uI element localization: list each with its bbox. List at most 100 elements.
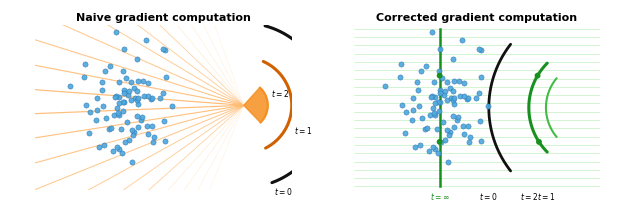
Point [447,114,458,117]
Point [114,95,124,98]
Point [126,80,136,84]
Point [446,96,456,99]
Point [408,96,418,99]
Point [143,95,153,98]
Point [449,102,459,105]
Point [143,133,154,136]
Point [422,126,432,129]
Point [440,138,450,142]
Point [417,116,428,119]
Point [461,97,472,100]
Point [454,80,465,83]
Point [123,93,133,97]
Point [445,131,455,134]
Point [124,138,134,142]
Point [158,47,168,51]
Point [435,88,445,92]
Point [435,48,445,51]
Point [395,75,405,78]
Point [435,101,445,104]
Point [429,113,440,117]
Point [101,116,111,119]
Point [79,62,90,65]
Point [414,104,424,108]
Point [97,88,108,92]
Point [85,111,95,114]
Point [408,108,418,112]
Point [108,150,118,153]
Point [459,95,469,98]
Point [476,75,486,78]
Point [449,79,459,83]
Point [400,131,410,134]
Point [137,115,147,119]
Point [419,127,429,131]
Point [113,80,124,84]
Point [84,131,94,134]
Point [81,103,91,107]
Point [114,102,124,105]
Point [426,95,436,98]
Point [79,75,89,78]
Point [105,65,115,68]
Point [156,96,166,100]
Point [448,98,458,101]
Point [94,145,104,149]
Point [433,69,444,73]
Point [465,135,475,139]
Point [120,140,131,144]
Point [429,147,440,150]
Point [396,62,406,65]
Point [91,119,101,122]
Point [109,95,120,98]
Point [449,125,459,128]
Point [464,140,474,144]
Point [463,124,474,127]
Point [116,127,126,130]
Point [147,96,157,99]
Point [158,92,168,95]
Text: $t=1$: $t=1$ [294,125,312,136]
Point [483,105,493,108]
Point [106,126,116,129]
Point [65,84,75,88]
Point [397,103,407,107]
Point [457,39,467,42]
Point [128,133,138,137]
Point [132,114,142,117]
Text: $t=\infty$: $t=\infty$ [429,191,450,202]
Point [139,94,149,97]
Point [129,86,139,90]
Point [159,48,170,51]
Point [117,151,127,155]
Point [121,76,131,80]
Point [126,99,136,102]
Text: $t=1$: $t=1$ [537,191,555,202]
Point [428,106,438,109]
Point [141,39,152,42]
Point [459,133,469,136]
Point [406,119,417,122]
Point [124,89,134,93]
Point [114,147,124,150]
Point [413,88,423,92]
Point [132,89,143,93]
Point [142,124,152,128]
Point [104,127,114,131]
Point [433,101,444,104]
Point [532,74,543,77]
Point [435,140,445,143]
Polygon shape [244,88,268,123]
Title: Naive gradient computation: Naive gradient computation [76,13,251,23]
Point [476,139,486,142]
Text: $t=0$: $t=0$ [274,186,293,197]
Point [112,106,122,109]
Point [429,95,440,98]
Point [92,96,102,99]
Point [161,75,171,78]
Point [114,113,124,117]
Point [122,120,132,124]
Point [437,76,447,80]
Point [452,119,462,122]
Title: Corrected gradient computation: Corrected gradient computation [376,13,577,23]
